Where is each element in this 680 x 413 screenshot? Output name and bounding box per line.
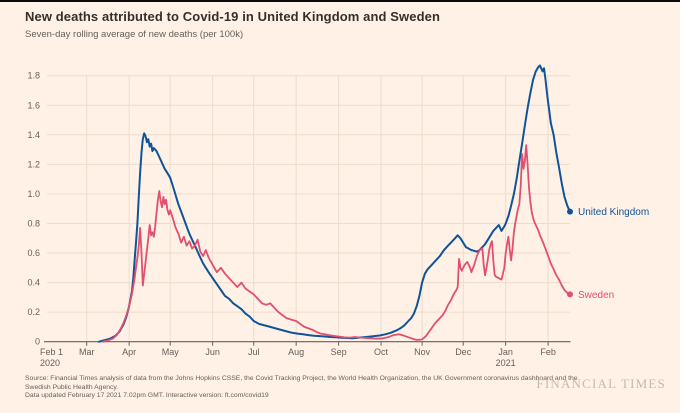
sweden-series-label: Sweden [578,290,614,301]
y-tick-label: 0.6 [27,248,40,258]
x-tick-label: Oct [374,347,389,357]
chart-subtitle: Seven-day rolling average of new deaths … [25,29,244,40]
x-tick-label: Jun [205,347,220,357]
y-tick-label: 1.4 [27,130,40,140]
x-tick-label: Mar [79,347,95,357]
y-tick-label: 0.8 [27,218,40,228]
financial-times-logo: FINANCIAL TIMES [536,376,666,391]
source-line: Source: Financial Times analysis of data… [25,375,578,382]
x-tick-label: May [162,347,180,357]
y-gridlines [47,75,570,313]
x-tick-label: Feb [540,347,556,357]
x-tick-label: Sep [331,347,347,357]
y-tick-labels: 0 0.2 0.4 0.6 0.8 1.0 1.2 1.4 1.6 1.8 [27,71,40,347]
chart-title: New deaths attributed to Covid-19 in Uni… [25,9,441,24]
y-tick-label: 0.4 [27,278,40,288]
x-tick-label: Apr [122,347,136,357]
x-tick-label: Aug [288,347,304,357]
sweden-line [102,144,571,343]
x-gridlines [86,75,549,342]
top-border [0,0,680,2]
x-tick-label: Jan [498,347,513,357]
united-kingdom-series-label: United Kingdom [578,207,649,218]
source-line: Swedish Public Health Agency. [25,383,119,391]
x-tick-label: Feb 1 [40,347,63,357]
united-kingdom-end-dot [567,208,573,215]
sweden-end-dot [567,291,573,298]
x-tick-year-label: 2020 [40,358,60,368]
x-tick-year-label: 2021 [496,358,516,368]
y-tick-label: 1.8 [27,71,40,81]
x-tick-label: Dec [455,347,472,357]
y-tick-label: 1.2 [27,159,40,169]
y-tick-label: 1.6 [27,100,40,110]
source-note: Source: Financial Times analysis of data… [25,375,578,401]
united-kingdom-line [98,64,571,343]
source-line: Data updated February 17 2021 7.02pm GMT… [25,392,269,400]
x-axis-ticks [86,341,549,346]
x-tick-label: Jul [248,347,260,357]
y-tick-label: 0.2 [27,307,40,317]
y-tick-label: 1.0 [27,189,40,199]
x-tick-label: Nov [414,347,431,357]
y-tick-label: 0 [35,337,40,347]
